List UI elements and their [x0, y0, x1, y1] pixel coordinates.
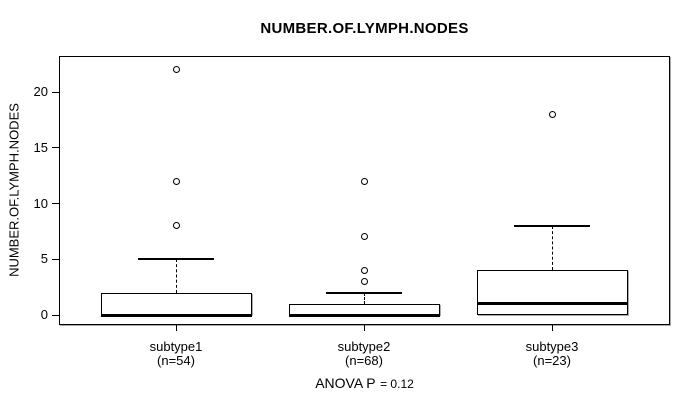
median-line	[476, 302, 628, 306]
y-tick-mark	[52, 91, 59, 93]
y-tick-mark	[52, 203, 59, 204]
upper-whisker-cap	[326, 291, 402, 294]
x-group-sublabel: (n=23)	[533, 353, 571, 368]
outlier-point	[172, 222, 180, 230]
outlier-point	[360, 233, 368, 241]
upper-whisker-cap	[514, 224, 590, 227]
x-group-sublabel: (n=54)	[157, 353, 195, 368]
plot-area	[59, 56, 670, 325]
upper-whisker	[363, 292, 365, 304]
x-group-label: subtype3	[525, 339, 579, 354]
y-tick-label: 15	[33, 139, 48, 155]
median-line	[288, 313, 440, 317]
box	[100, 292, 252, 315]
y-tick-label: 20	[33, 84, 48, 99]
outlier-point	[360, 177, 368, 185]
anova-label: ANOVA P	[315, 375, 376, 391]
outlier-point	[172, 177, 180, 185]
anova-value: = 0.12	[380, 377, 414, 391]
upper-whisker-cap	[138, 258, 214, 261]
outlier-point	[548, 110, 556, 118]
anova-footer: ANOVA P = 0.12	[59, 375, 670, 393]
y-tick-mark	[52, 258, 59, 260]
median-line	[100, 313, 252, 317]
outlier-point	[360, 266, 368, 274]
x-tick-mark	[551, 325, 553, 331]
upper-whisker	[175, 259, 177, 293]
x-group-label: subtype2	[337, 339, 391, 354]
y-tick-label: 0	[40, 307, 48, 322]
x-tick-mark	[363, 325, 365, 331]
x-tick-mark	[175, 325, 177, 331]
outlier-point	[360, 278, 368, 286]
y-tick-label: 5	[40, 251, 48, 267]
x-group-label: subtype1	[149, 339, 203, 354]
x-group-sublabel: (n=68)	[345, 353, 383, 368]
y-tick-label: 10	[33, 195, 48, 211]
upper-whisker	[551, 225, 553, 271]
outlier-point	[172, 66, 180, 74]
y-tick-mark	[52, 147, 59, 149]
y-tick-mark	[52, 314, 59, 316]
box	[476, 270, 628, 315]
chart-title: NUMBER.OF.LYMPH.NODES	[260, 20, 469, 37]
